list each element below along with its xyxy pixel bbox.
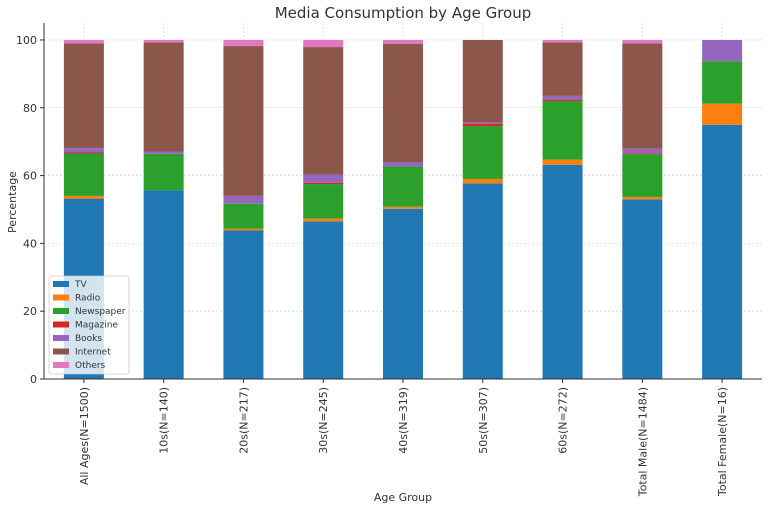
legend-label-books: Books [75, 334, 102, 344]
bar-newspaper-2 [223, 203, 264, 229]
bar-internet-4 [383, 44, 423, 163]
bar-tv-2 [223, 230, 264, 379]
legend-swatch-radio [53, 294, 69, 301]
y-tick-label: 100 [16, 34, 37, 47]
bar-magazine-5 [462, 123, 503, 127]
bar-books-3 [303, 174, 344, 183]
bar-others-3 [303, 39, 344, 48]
bar-tv-5 [462, 183, 503, 379]
bar-internet-1 [143, 42, 184, 152]
legend-swatch-tv [53, 281, 69, 287]
bar-radio-3 [303, 218, 344, 222]
bar-radio-8 [702, 103, 743, 125]
legend-label-internet: Internet [75, 348, 111, 358]
bar-tv-6 [542, 164, 583, 379]
bar-tv-7 [622, 199, 663, 379]
bar-books-0 [63, 148, 104, 153]
bar-internet-7 [622, 43, 663, 149]
bar-internet-5 [462, 39, 503, 123]
legend-swatch-magazine [53, 321, 69, 328]
x-tick-label: 30s(N=245) [317, 387, 330, 454]
legend-swatch-internet [53, 348, 69, 355]
x-tick-label: 40s(N=319) [397, 387, 410, 454]
bar-books-4 [383, 162, 423, 167]
bar-tv-3 [303, 221, 344, 379]
bar-magazine-6 [542, 99, 583, 101]
bar-internet-0 [63, 43, 104, 149]
x-tick-label: Total Female(N=16) [716, 387, 729, 497]
bar-magazine-3 [303, 182, 344, 185]
legend-label-magazine: Magazine [75, 321, 118, 331]
y-tick-label: 80 [23, 102, 37, 115]
y-tick-label: 20 [23, 305, 37, 318]
bar-newspaper-3 [303, 184, 344, 219]
bar-books-6 [542, 95, 583, 100]
x-tick-label: All Ages(N=1500) [78, 387, 91, 485]
bar-radio-7 [622, 196, 663, 200]
x-tick-label: 50s(N=307) [477, 387, 490, 454]
bar-books-7 [622, 148, 663, 154]
bar-books-2 [223, 195, 264, 204]
bar-newspaper-5 [462, 126, 503, 179]
bar-others-2 [223, 39, 264, 47]
bar-others-4 [383, 39, 423, 45]
bars [63, 39, 743, 379]
x-tick-label: 10s(N=140) [158, 387, 171, 454]
bar-internet-3 [303, 47, 344, 175]
bar-newspaper-0 [63, 153, 104, 196]
bar-internet-6 [542, 42, 583, 96]
bar-radio-0 [63, 195, 104, 199]
legend-label-newspaper: Newspaper [75, 307, 126, 317]
bar-others-0 [63, 39, 104, 44]
x-tick-label: 60s(N=272) [557, 387, 570, 454]
bar-radio-2 [223, 228, 264, 231]
x-tick-label: Total Male(N=1484) [636, 387, 649, 497]
bar-newspaper-8 [702, 61, 743, 104]
bar-books-8 [702, 39, 743, 62]
bar-magazine-0 [63, 152, 104, 154]
legend: TV Radio Newspaper Magazine Books Internet Oth… [48, 275, 130, 375]
y-tick-label: 40 [23, 237, 37, 250]
bar-radio-5 [462, 178, 503, 184]
bar-books-5 [462, 122, 503, 124]
bar-internet-2 [223, 46, 264, 196]
bar-others-6 [542, 39, 583, 43]
bar-magazine-7 [622, 153, 663, 155]
y-ticks: 0 20 40 60 80 100 [16, 34, 44, 386]
x-axis-label: Age Group [374, 491, 432, 504]
bar-tv-1 [143, 190, 184, 379]
y-tick-label: 60 [23, 170, 37, 183]
legend-label-others: Others [75, 361, 106, 371]
legend-swatch-newspaper [53, 308, 69, 314]
x-tick-label: 20s(N=217) [237, 387, 250, 454]
bar-others-7 [622, 39, 663, 44]
legend-swatch-books [53, 335, 69, 341]
legend-label-tv: TV [74, 280, 87, 290]
y-axis-label: Percentage [6, 171, 19, 233]
bar-tv-8 [702, 124, 743, 379]
chart-title: Media Consumption by Age Group [275, 4, 532, 22]
x-ticks: All Ages(N=1500) 10s(N=140) 20s(N=217) 30s(… [78, 379, 729, 497]
bar-tv-4 [383, 208, 423, 379]
y-tick-label: 0 [30, 373, 37, 386]
bar-newspaper-6 [542, 100, 583, 160]
bar-others-1 [143, 39, 184, 43]
bar-radio-6 [542, 159, 583, 165]
bar-newspaper-1 [143, 153, 184, 191]
bar-radio-4 [383, 206, 423, 209]
legend-label-radio: Radio [75, 294, 101, 304]
legend-swatch-others [53, 362, 69, 368]
bar-books-1 [143, 151, 184, 154]
bar-newspaper-4 [383, 166, 423, 207]
bar-newspaper-7 [622, 154, 663, 197]
